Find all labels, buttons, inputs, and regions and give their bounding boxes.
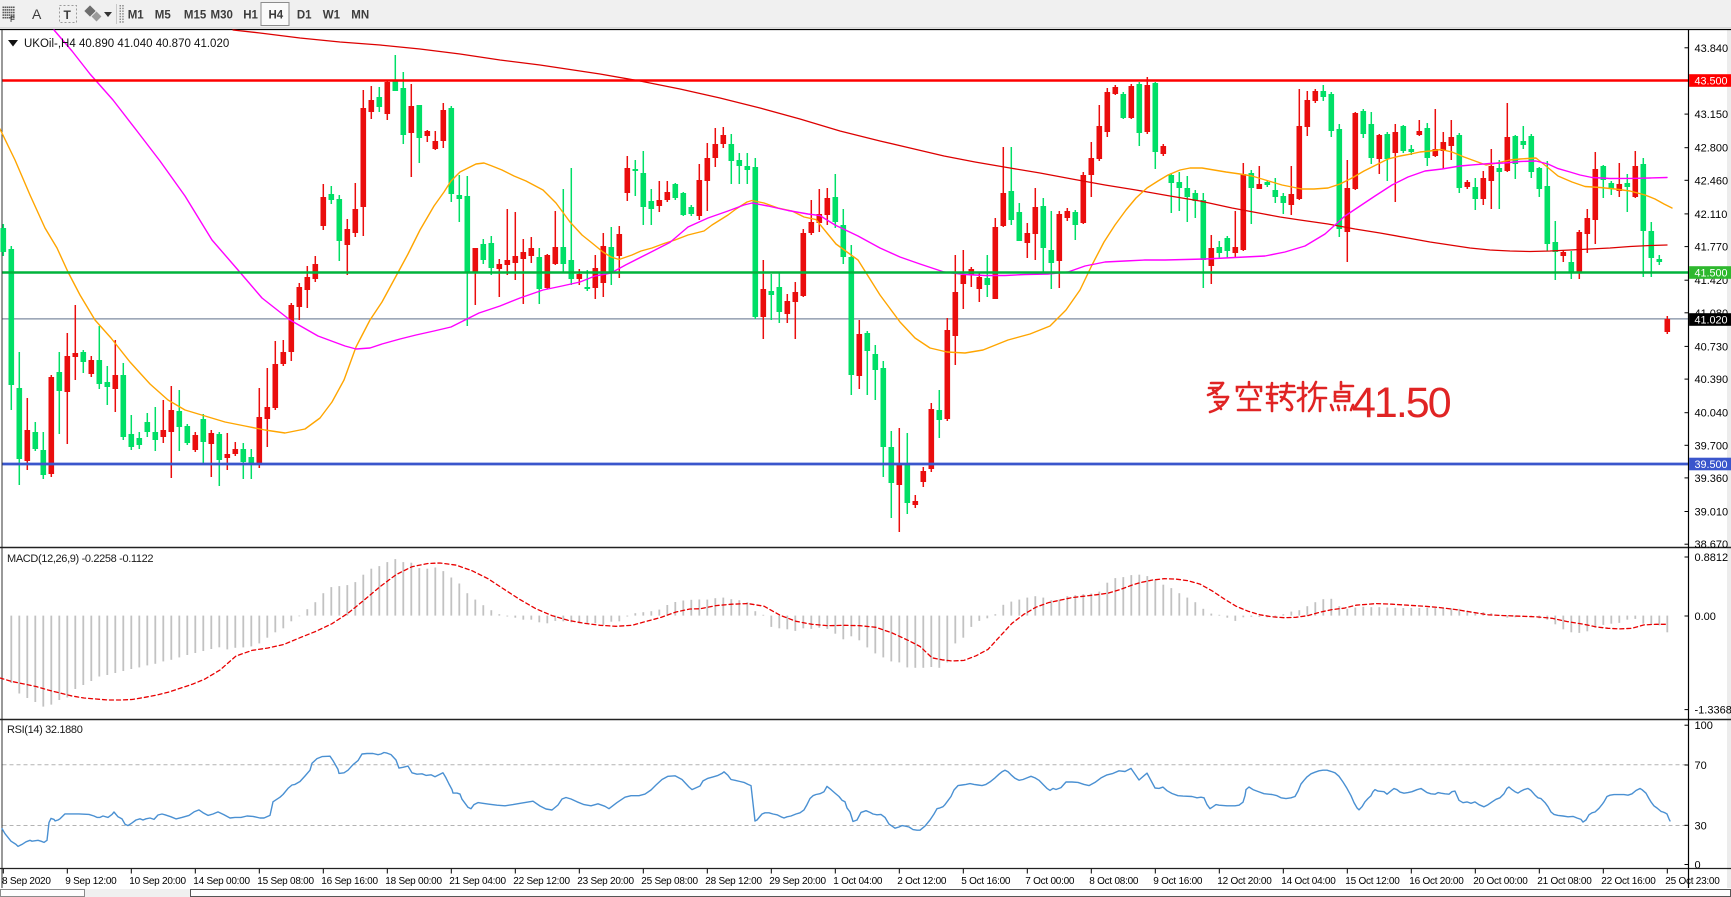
svg-text:MACD(12,26,9) -0.2258 -0.1122: MACD(12,26,9) -0.2258 -0.1122 bbox=[7, 553, 153, 565]
svg-text:D1: D1 bbox=[297, 10, 312, 22]
svg-text:22 Oct 16:00: 22 Oct 16:00 bbox=[1601, 876, 1656, 887]
svg-text:28 Sep 12:00: 28 Sep 12:00 bbox=[705, 876, 762, 887]
svg-text:40.390: 40.390 bbox=[1695, 374, 1729, 386]
svg-text:RSI(14) 32.1880: RSI(14) 32.1880 bbox=[7, 724, 83, 736]
svg-text:18 Sep 00:00: 18 Sep 00:00 bbox=[385, 876, 442, 887]
svg-text:T: T bbox=[64, 8, 72, 22]
svg-text:70: 70 bbox=[1695, 760, 1707, 772]
svg-text:42.460: 42.460 bbox=[1695, 175, 1729, 187]
svg-text:0: 0 bbox=[1695, 860, 1701, 872]
svg-text:8 Sep 2020: 8 Sep 2020 bbox=[2, 876, 51, 887]
svg-text:30: 30 bbox=[1695, 820, 1707, 832]
svg-text:41.770: 41.770 bbox=[1695, 242, 1729, 254]
svg-text:1 Oct 04:00: 1 Oct 04:00 bbox=[833, 876, 883, 887]
svg-text:16 Sep 16:00: 16 Sep 16:00 bbox=[321, 876, 378, 887]
svg-text:39.500: 39.500 bbox=[1695, 459, 1728, 471]
svg-text:14 Sep 00:00: 14 Sep 00:00 bbox=[193, 876, 250, 887]
svg-text:42.110: 42.110 bbox=[1695, 209, 1728, 221]
svg-text:-1.3368: -1.3368 bbox=[1695, 705, 1731, 717]
svg-text:H1: H1 bbox=[243, 10, 258, 22]
svg-text:41.020: 41.020 bbox=[1695, 314, 1728, 326]
svg-text:2 Oct 12:00: 2 Oct 12:00 bbox=[897, 876, 947, 887]
svg-text:M30: M30 bbox=[211, 10, 233, 22]
svg-text:43.500: 43.500 bbox=[1695, 75, 1728, 87]
svg-text:16 Oct 20:00: 16 Oct 20:00 bbox=[1409, 876, 1464, 887]
svg-text:W1: W1 bbox=[323, 10, 341, 22]
svg-text:12 Oct 20:00: 12 Oct 20:00 bbox=[1217, 876, 1272, 887]
svg-text:15 Oct 12:00: 15 Oct 12:00 bbox=[1345, 876, 1400, 887]
svg-text:A: A bbox=[32, 6, 42, 22]
svg-text:41.50: 41.50 bbox=[1352, 379, 1451, 427]
svg-text:40.730: 40.730 bbox=[1695, 341, 1729, 353]
svg-text:20 Oct 00:00: 20 Oct 00:00 bbox=[1473, 876, 1528, 887]
svg-text:H4: H4 bbox=[268, 10, 283, 22]
svg-text:9 Sep 12:00: 9 Sep 12:00 bbox=[65, 876, 117, 887]
svg-text:M1: M1 bbox=[128, 10, 145, 22]
svg-text:38.670: 38.670 bbox=[1695, 539, 1729, 551]
svg-text:40.040: 40.040 bbox=[1695, 408, 1729, 420]
svg-text:23 Sep 20:00: 23 Sep 20:00 bbox=[577, 876, 634, 887]
svg-text:42.800: 42.800 bbox=[1695, 143, 1729, 155]
svg-text:M5: M5 bbox=[155, 10, 172, 22]
svg-text:41.500: 41.500 bbox=[1695, 267, 1728, 279]
svg-text:14 Oct 04:00: 14 Oct 04:00 bbox=[1281, 876, 1336, 887]
svg-text:9 Oct 16:00: 9 Oct 16:00 bbox=[1153, 876, 1203, 887]
svg-text:39.010: 39.010 bbox=[1695, 507, 1729, 519]
svg-text:39.360: 39.360 bbox=[1695, 473, 1729, 485]
svg-text:7 Oct 00:00: 7 Oct 00:00 bbox=[1025, 876, 1075, 887]
svg-text:M15: M15 bbox=[184, 10, 207, 22]
svg-text:5 Oct 16:00: 5 Oct 16:00 bbox=[961, 876, 1011, 887]
svg-text:0.8812: 0.8812 bbox=[1695, 552, 1729, 564]
svg-text:39.700: 39.700 bbox=[1695, 440, 1729, 452]
svg-text:F: F bbox=[10, 15, 15, 24]
svg-text:43.150: 43.150 bbox=[1695, 109, 1729, 121]
svg-text:21 Sep 04:00: 21 Sep 04:00 bbox=[449, 876, 506, 887]
svg-text:25 Sep 08:00: 25 Sep 08:00 bbox=[641, 876, 698, 887]
svg-text:UKOil-,H4 40.890 41.040 40.87: UKOil-,H4 40.890 41.040 40.870 41.020 bbox=[24, 38, 229, 50]
svg-text:29 Sep 20:00: 29 Sep 20:00 bbox=[769, 876, 826, 887]
svg-text:15 Sep 08:00: 15 Sep 08:00 bbox=[257, 876, 314, 887]
svg-text:10 Sep 20:00: 10 Sep 20:00 bbox=[129, 876, 186, 887]
svg-text:25 Oct 23:00: 25 Oct 23:00 bbox=[1665, 876, 1720, 887]
svg-text:8 Oct 08:00: 8 Oct 08:00 bbox=[1089, 876, 1139, 887]
svg-text:43.840: 43.840 bbox=[1695, 43, 1729, 55]
svg-text:22 Sep 12:00: 22 Sep 12:00 bbox=[513, 876, 570, 887]
svg-text:100: 100 bbox=[1695, 720, 1713, 732]
svg-text:0.00: 0.00 bbox=[1695, 611, 1716, 623]
svg-text:21 Oct 08:00: 21 Oct 08:00 bbox=[1537, 876, 1592, 887]
svg-text:MN: MN bbox=[351, 10, 369, 22]
